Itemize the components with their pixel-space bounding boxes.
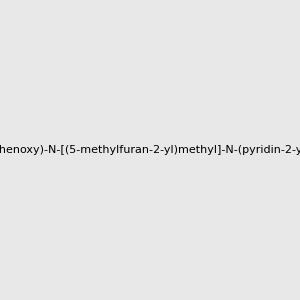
Text: 2-(4-chlorophenoxy)-N-[(5-methylfuran-2-yl)methyl]-N-(pyridin-2-yl)acetamide: 2-(4-chlorophenoxy)-N-[(5-methylfuran-2-… bbox=[0, 145, 300, 155]
